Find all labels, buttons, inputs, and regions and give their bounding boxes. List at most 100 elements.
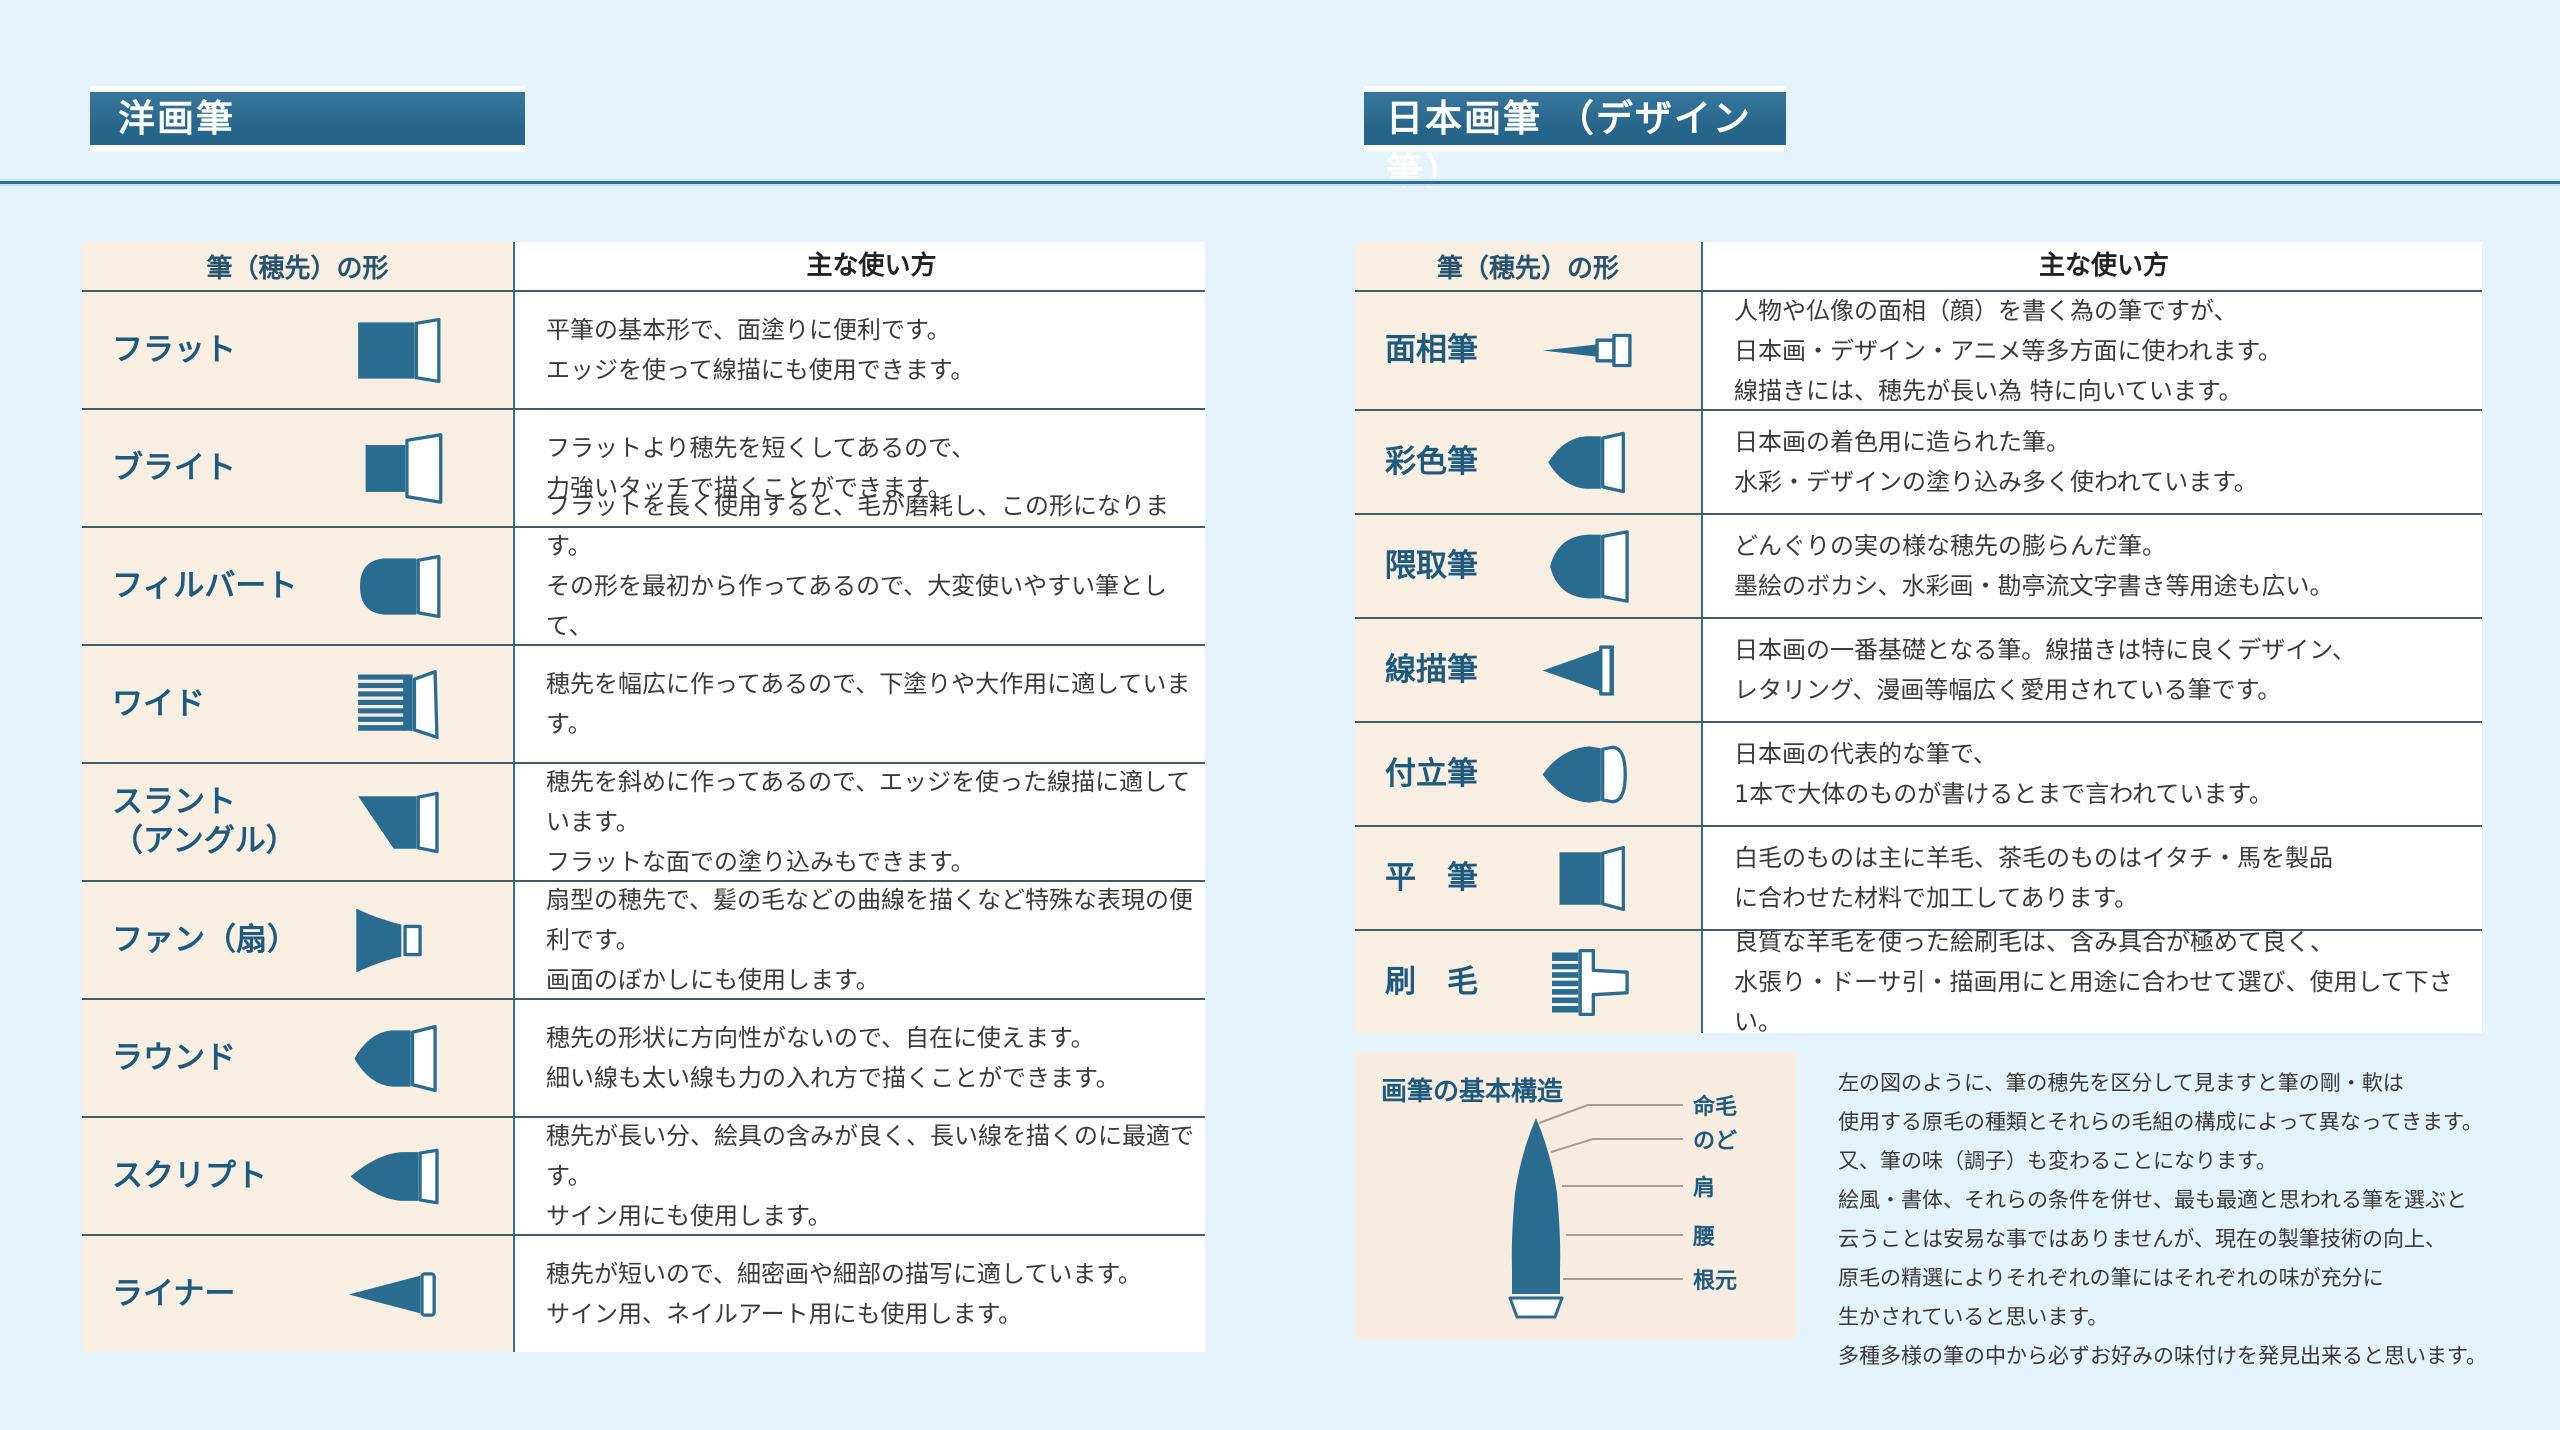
table-row: 刷 毛 良質な羊毛を使った絵刷毛は、含み具合が極めて良く、 水張り・ドーサ引・描…	[1355, 928, 2482, 1036]
brush-note-text: 左の図のように、筆の穂先を区分して見ますと筆の剛・軟は 使用する原毛の種類とそれ…	[1838, 1071, 2487, 1368]
shape-column-header: 筆（穂先）の形	[1355, 242, 1703, 290]
brush-name-label: ワイド	[112, 685, 205, 722]
brush-shape-cell: ブライト	[82, 410, 515, 526]
brush-anatomy-diagram: 命毛 のど 肩 腰 根元	[1508, 1094, 1737, 1319]
script-brush-icon	[350, 1148, 439, 1204]
senbyou-brush-icon	[1542, 644, 1614, 696]
anatomy-label-koshi: 腰	[1692, 1225, 1715, 1250]
brush-usage-cell: 穂先を幅広に作ってあるので、下塗りや大作用に適しています。	[515, 646, 1205, 762]
table-row: ライナー 穂先が短いので、細密画や細部の描写に適しています。 サイン用、ネイルア…	[82, 1234, 1205, 1352]
table-row: フラット 平筆の基本形で、面塗りに便利です。 エッジを使って線描にも使用できます…	[82, 290, 1205, 408]
brush-usage-cell: どんぐりの実の様な穂先の膨らんだ筆。 墨絵のボカシ、水彩画・勘亭流文字書き等用途…	[1703, 515, 2482, 617]
table-row: フィルバート フラットを長く使用すると、毛が磨耗し、この形になります。 その形を…	[82, 492, 1205, 680]
brush-shape-cell: 彩色筆	[1355, 411, 1703, 513]
brush-name-label: フラット	[112, 331, 236, 368]
brush-name-label: 付立筆	[1385, 755, 1478, 792]
usage-column-header: 主な使い方	[515, 242, 1205, 290]
brush-shape-cell: スラント （アングル）	[82, 764, 515, 880]
brush-usage-cell: 穂先の形状に方向性がないので、自在に使えます。 細い線も太い線も力の入れ方で描く…	[515, 1000, 1205, 1116]
brush-usage-cell: フラットを長く使用すると、毛が磨耗し、この形になります。 その形を最初から作って…	[515, 492, 1205, 680]
wide-brush-icon	[358, 669, 439, 739]
anatomy-label-nemoto: 根元	[1693, 1269, 1737, 1294]
table-row: 線描筆 日本画の一番基礎となる筆。線描きは特に良くデザイン、 レタリング、漫画等…	[1355, 617, 2482, 721]
brush-shape-cell: 隈取筆	[1355, 515, 1703, 617]
filbert-brush-icon	[360, 554, 441, 618]
western-brush-section-title: 洋画筆	[90, 92, 525, 145]
mensou-brush-icon	[1542, 333, 1632, 368]
brush-usage-cell: 平筆の基本形で、面塗りに便利です。 エッジを使って線描にも使用できます。	[515, 292, 1205, 408]
brush-usage-cell: 穂先が短いので、細密画や細部の描写に適しています。 サイン用、ネイルアート用にも…	[515, 1236, 1205, 1352]
table-row: ワイド 穂先を幅広に作ってあるので、下塗りや大作用に適しています。	[82, 644, 1205, 762]
anatomy-label-inochige: 命毛	[1693, 1094, 1737, 1120]
brush-shape-cell: 付立筆	[1355, 723, 1703, 825]
brush-name-label: 面相筆	[1385, 332, 1478, 369]
brush-name-label: ブライト	[112, 449, 236, 486]
table-header-row: 筆（穂先）の形 主な使い方	[82, 242, 1205, 290]
japanese-brush-section-title: 日本画筆 （デザイン筆）	[1364, 92, 1786, 193]
brush-name-label: 刷 毛	[1385, 963, 1478, 1000]
brush-usage-cell: 白毛のものは主に羊毛、茶毛のものはイタチ・馬を製品 に合わせた材料で加工してあり…	[1703, 827, 2482, 929]
table-row: 面相筆 人物や仏像の面相（顔）を書く為の筆ですが、 日本画・デザイン・アニメ等多…	[1355, 290, 2482, 409]
brush-shape-cell: フラット	[82, 292, 515, 408]
round-brush-icon	[354, 1024, 437, 1092]
saishiki-brush-icon	[1548, 431, 1625, 493]
usage-column-header: 主な使い方	[1703, 242, 2482, 290]
brush-name-label: ファン（扇）	[112, 921, 298, 958]
brush-usage-cell: 日本画の代表的な筆で、 1本で大体のものが書けるとまで言われています。	[1703, 723, 2482, 825]
anatomy-label-kata: 肩	[1693, 1175, 1715, 1201]
flat-brush-icon	[358, 317, 441, 383]
bright-brush-icon	[365, 432, 443, 504]
brush-name-label: 隈取筆	[1385, 547, 1478, 584]
hake-brush-icon	[1552, 948, 1629, 1016]
brush-shape-cell: 線描筆	[1355, 619, 1703, 721]
western-brush-table: 筆（穂先）の形 主な使い方 フラット 平筆の基本形で、面塗りに便利です。 エッジ…	[82, 242, 1205, 1352]
slant-brush-icon	[358, 791, 439, 853]
brush-usage-cell: 日本画の着色用に造られた筆。 水彩・デザインの塗り込み多く使われています。	[1703, 411, 2482, 513]
brush-shape-cell: ワイド	[82, 646, 515, 762]
fan-brush-icon	[356, 908, 422, 972]
brush-shape-cell: ファン（扇）	[82, 882, 515, 998]
brush-usage-cell: 扇型の穂先で、髪の毛などの曲線を描くなど特殊な表現の便利です。 画面のぼかしにも…	[515, 882, 1205, 998]
brush-usage-cell: フラットより穂先を短くしてあるので、 力強いタッチで描くことができます。	[515, 410, 1205, 526]
table-header-row: 筆（穂先）の形 主な使い方	[1355, 242, 2482, 290]
brush-shape-cell: フィルバート	[82, 528, 515, 644]
anatomy-panel-title: 画筆の基本構造	[1381, 1077, 1564, 1107]
brush-name-label: スクリプト	[112, 1157, 267, 1194]
brush-usage-cell: 人物や仏像の面相（顔）を書く為の筆ですが、 日本画・デザイン・アニメ等多方面に使…	[1703, 292, 2482, 409]
brush-shape-cell: ラウンド	[82, 1000, 515, 1116]
table-row: 平 筆 白毛のものは主に羊毛、茶毛のものはイタチ・馬を製品 に合わせた材料で加工…	[1355, 825, 2482, 929]
tsuketate-brush-icon	[1542, 745, 1627, 803]
shape-column-header: 筆（穂先）の形	[82, 242, 515, 290]
anatomy-label-nodo: のど	[1693, 1129, 1737, 1154]
brush-usage-cell: 穂先を斜めに作ってあるので、エッジを使った線描に適しています。 フラットな面での…	[515, 764, 1205, 880]
brush-name-label: 線描筆	[1385, 651, 1478, 688]
brush-shape-cell: ライナー	[82, 1236, 515, 1352]
brush-name-label: スラント （アングル）	[112, 784, 297, 859]
hira-brush-icon	[1559, 845, 1625, 911]
brush-name-label: ラウンド	[112, 1039, 236, 1076]
brush-name-label: ライナー	[112, 1275, 236, 1312]
japanese-brush-table: 筆（穂先）の形 主な使い方 面相筆 人物や仏像の面相（顔）を書く為の筆ですが、 …	[1355, 242, 2482, 1036]
brush-anatomy-panel: 命毛 のど 肩 腰 根元 画筆の基本構造	[1355, 1053, 1796, 1340]
brush-shape-cell: 平 筆	[1355, 827, 1703, 929]
kumadori-brush-icon	[1550, 529, 1629, 603]
liner-brush-icon	[348, 1271, 436, 1317]
table-row: スクリプト 穂先が長い分、絵具の含みが良く、長い線を描くのに最適です。 サイン用…	[82, 1116, 1205, 1234]
table-row: 隈取筆 どんぐりの実の様な穂先の膨らんだ筆。 墨絵のボカシ、水彩画・勘亭流文字書…	[1355, 513, 2482, 617]
brush-usage-cell: 穂先が長い分、絵具の含みが良く、長い線を描くのに最適です。 サイン用にも使用しま…	[515, 1118, 1205, 1234]
brush-shape-cell: 刷 毛	[1355, 931, 1703, 1033]
brush-name-label: 彩色筆	[1385, 443, 1478, 480]
table-row: スラント （アングル） 穂先を斜めに作ってあるので、エッジを使った線描に適してい…	[82, 762, 1205, 880]
brush-shape-cell: 面相筆	[1355, 292, 1703, 409]
table-row: ブライト フラットより穂先を短くしてあるので、 力強いタッチで描くことができます…	[82, 408, 1205, 526]
brush-name-label: フィルバート	[112, 567, 298, 604]
brush-name-label: 平 筆	[1385, 859, 1478, 896]
brush-usage-cell: 良質な羊毛を使った絵刷毛は、含み具合が極めて良く、 水張り・ドーサ引・描画用にと…	[1703, 928, 2482, 1036]
header-divider-rule	[0, 179, 2560, 186]
table-row: ラウンド 穂先の形状に方向性がないので、自在に使えます。 細い線も太い線も力の入…	[82, 998, 1205, 1116]
brush-usage-cell: 日本画の一番基礎となる筆。線描きは特に良くデザイン、 レタリング、漫画等幅広く愛…	[1703, 619, 2482, 721]
table-row: 付立筆 日本画の代表的な筆で、 1本で大体のものが書けるとまで言われています。	[1355, 721, 2482, 825]
table-row: ファン（扇） 扇型の穂先で、髪の毛などの曲線を描くなど特殊な表現の便利です。 画…	[82, 880, 1205, 998]
brush-shape-cell: スクリプト	[82, 1118, 515, 1234]
